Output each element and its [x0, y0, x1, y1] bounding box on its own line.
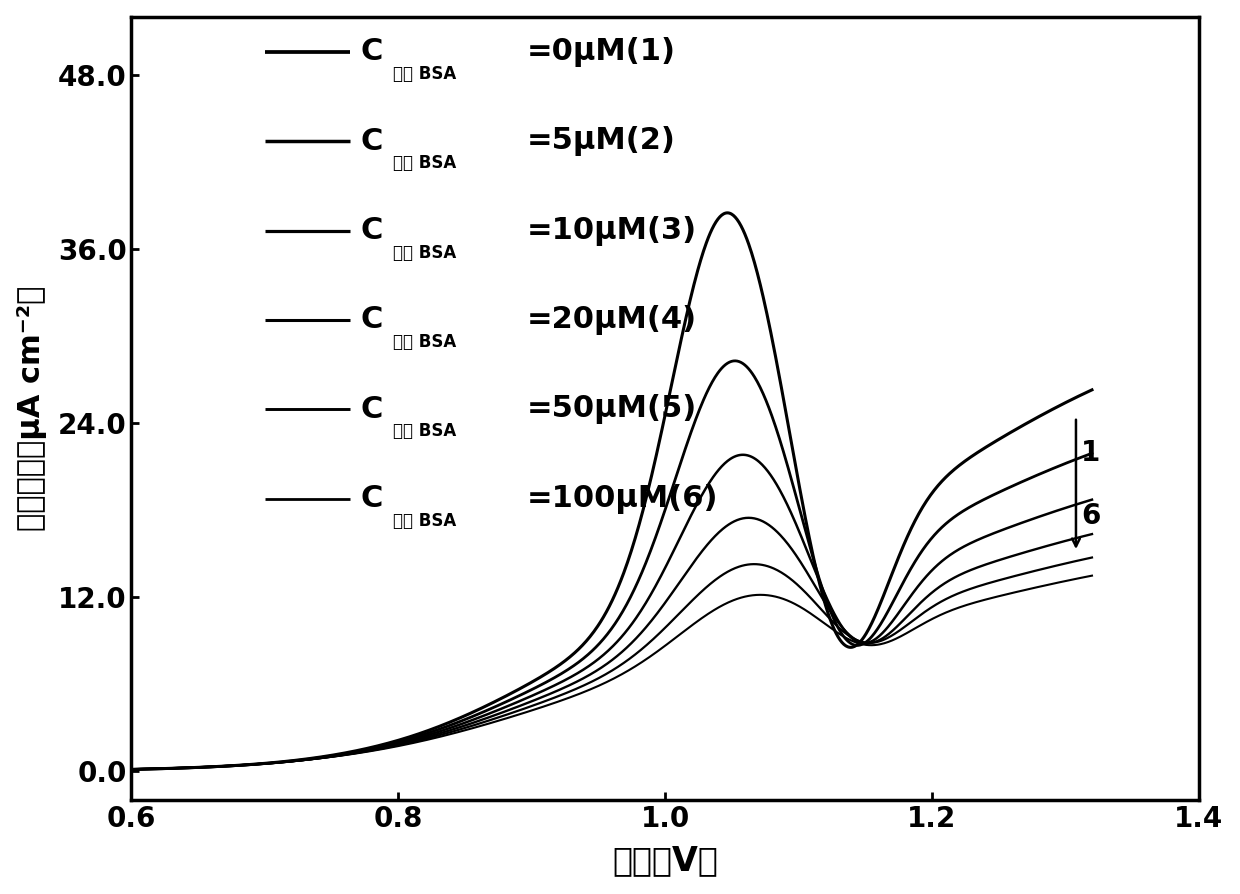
Text: =0μM(1): =0μM(1) [526, 37, 676, 67]
Text: 变性 BSA: 变性 BSA [393, 511, 456, 529]
Text: C: C [361, 216, 383, 245]
Text: 1: 1 [1081, 439, 1101, 467]
Text: =50μM(5): =50μM(5) [526, 394, 697, 425]
Text: =10μM(3): =10μM(3) [526, 215, 697, 246]
Text: 变性 BSA: 变性 BSA [393, 243, 456, 262]
Text: 变性 BSA: 变性 BSA [393, 65, 456, 83]
Text: 变性 BSA: 变性 BSA [393, 155, 456, 173]
Text: C: C [361, 38, 383, 66]
Text: =100μM(6): =100μM(6) [526, 484, 718, 514]
Text: C: C [361, 306, 383, 334]
Text: 6: 6 [1081, 502, 1101, 530]
Text: C: C [361, 395, 383, 424]
Text: =5μM(2): =5μM(2) [526, 126, 675, 156]
Y-axis label: 电流密度（μA cm⁻²）: 电流密度（μA cm⁻²） [16, 286, 47, 531]
Text: C: C [361, 485, 383, 513]
Text: C: C [361, 127, 383, 156]
X-axis label: 电位（V）: 电位（V） [613, 844, 718, 877]
Text: 变性 BSA: 变性 BSA [393, 333, 456, 351]
Text: =20μM(4): =20μM(4) [526, 305, 697, 335]
Text: 变性 BSA: 变性 BSA [393, 422, 456, 440]
